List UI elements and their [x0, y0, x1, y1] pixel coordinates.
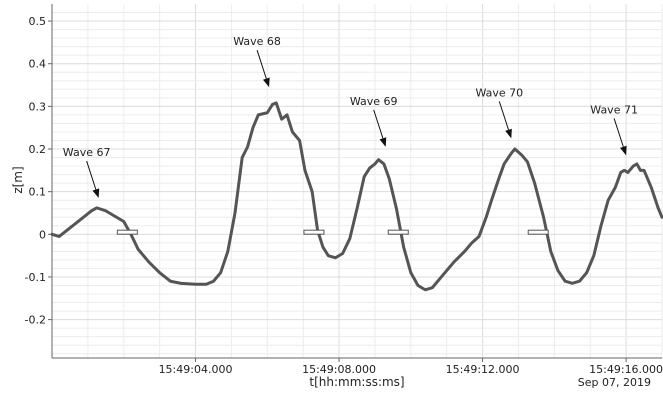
y-axis-label: z[m]	[11, 166, 25, 193]
annotation-label: Wave 67	[63, 146, 111, 159]
annotation-arrow	[613, 118, 624, 148]
y-tick-label: -0.2	[25, 314, 46, 327]
annotation-label: Wave 68	[233, 35, 281, 48]
annotation-arrow	[498, 101, 509, 130]
wave-annotations: Wave 67 Wave 68 Wave 69 Wave 70 Wave 71	[63, 35, 638, 199]
annotation-arrow	[256, 50, 267, 79]
zero-crossing-marker	[116, 229, 138, 235]
x-tick-label: 15:49:04.000	[159, 363, 233, 376]
annotation-label: Wave 71	[590, 103, 638, 116]
zero-crossing-markers	[116, 229, 549, 235]
x-tick-labels: 15:49:04.000 15:49:08.000 15:49:12.000 15:4…	[159, 358, 663, 376]
x-tick-label: 15:49:16.000	[589, 363, 663, 376]
plot-frame	[51, 4, 662, 359]
annotation-arrowhead	[262, 77, 270, 88]
annotation-arrowhead	[620, 145, 627, 156]
series-group	[50, 101, 663, 292]
y-tick-label: 0	[39, 228, 46, 241]
annotation-arrowhead	[505, 128, 512, 139]
grid	[51, 4, 663, 358]
x-axis-label: t[hh:mm:ss:ms]	[309, 375, 404, 389]
y-tick-labels: -0.2 -0.1 0 0.1 0.2 0.3 0.4 0.5	[25, 15, 52, 327]
annotation-label: Wave 69	[350, 95, 398, 108]
zero-crossing-marker	[387, 229, 409, 235]
y-tick-label: 0.1	[29, 186, 47, 199]
y-tick-label: -0.1	[25, 271, 46, 284]
x-tick-label: 15:49:12.000	[446, 363, 520, 376]
y-tick-label: 0.5	[29, 15, 47, 28]
y-tick-label: 0.2	[29, 143, 47, 156]
annotation-arrowhead	[379, 137, 387, 147]
annotation-arrow	[373, 109, 384, 139]
y-tick-label: 0.4	[29, 58, 47, 71]
series-line	[50, 101, 663, 292]
zero-crossing-marker	[303, 229, 325, 235]
x-tick-label: 15:49:08.000	[302, 363, 376, 376]
annotation-arrow	[86, 160, 97, 190]
annotation-arrowhead	[92, 188, 100, 199]
annotation-label: Wave 70	[475, 86, 523, 99]
y-tick-label: 0.3	[29, 100, 47, 113]
zero-crossing-marker	[527, 229, 549, 235]
date-label: Sep 07, 2019	[578, 376, 651, 389]
